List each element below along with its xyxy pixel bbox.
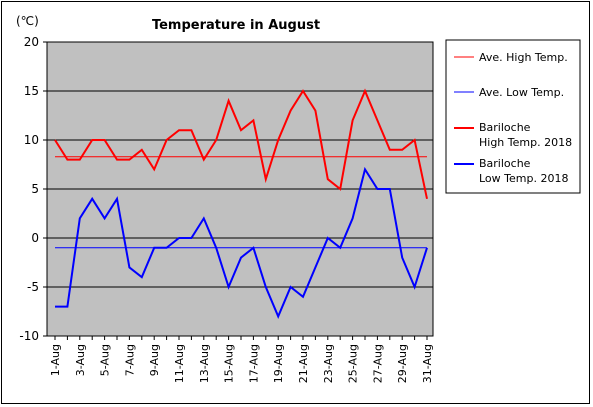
x-tick-label: 23-Aug <box>322 344 335 383</box>
series-line-4 <box>55 166 428 319</box>
gridlines <box>47 90 433 288</box>
y-axis-ticks: 20 15 10 5 0 -5 -10 <box>19 35 47 343</box>
y-tick-label: 15 <box>24 84 39 98</box>
series-line-3 <box>54 88 428 200</box>
x-tick-label: 11-Aug <box>173 344 186 383</box>
x-tick-label: 13-Aug <box>198 344 211 383</box>
x-tick-label: 27-Aug <box>371 344 384 383</box>
plot-border <box>46 41 434 337</box>
x-tick-label: 31-Aug <box>421 344 434 383</box>
y-tick-label: 10 <box>24 133 39 147</box>
legend-label: Low Temp. 2018 <box>479 172 568 185</box>
x-tick-label: 29-Aug <box>396 344 409 383</box>
x-tick-label: 17-Aug <box>247 344 260 383</box>
x-tick-label: 19-Aug <box>272 344 285 383</box>
x-tick-label: 5-Aug <box>99 344 112 376</box>
legend-label: Ave. Low Temp. <box>479 86 564 99</box>
x-tick-label: 21-Aug <box>297 344 310 383</box>
legend-label: Bariloche <box>479 121 531 134</box>
y-tick-label: -5 <box>27 280 39 294</box>
legend-label: High Temp. 2018 <box>479 136 572 149</box>
legend: Ave. High Temp. Ave. Low Temp. Bariloche Hi… <box>445 39 581 194</box>
data-series <box>54 88 428 319</box>
chart-title: Temperature in August <box>152 18 320 33</box>
legend-box <box>445 39 581 194</box>
legend-label: Bariloche <box>479 157 531 170</box>
y-tick-label: 20 <box>24 35 39 49</box>
x-axis-ticks: 1-Aug 3-Aug 5-Aug 7-Aug 9-Aug 11-Aug 13-Aug 15-… <box>49 336 434 383</box>
x-tick-label: 1-Aug <box>49 344 62 376</box>
x-tick-label: 3-Aug <box>74 344 87 376</box>
x-tick-label: 25-Aug <box>347 344 360 383</box>
y-axis-unit: (℃) <box>16 14 39 28</box>
legend-label: Ave. High Temp. <box>479 51 568 64</box>
y-tick-label: -10 <box>19 329 39 343</box>
x-tick-label: 9-Aug <box>148 344 161 376</box>
x-tick-label: 7-Aug <box>123 344 136 376</box>
y-tick-label: 5 <box>31 182 39 196</box>
y-tick-label: 0 <box>31 231 39 245</box>
x-tick-label: 15-Aug <box>223 344 236 383</box>
